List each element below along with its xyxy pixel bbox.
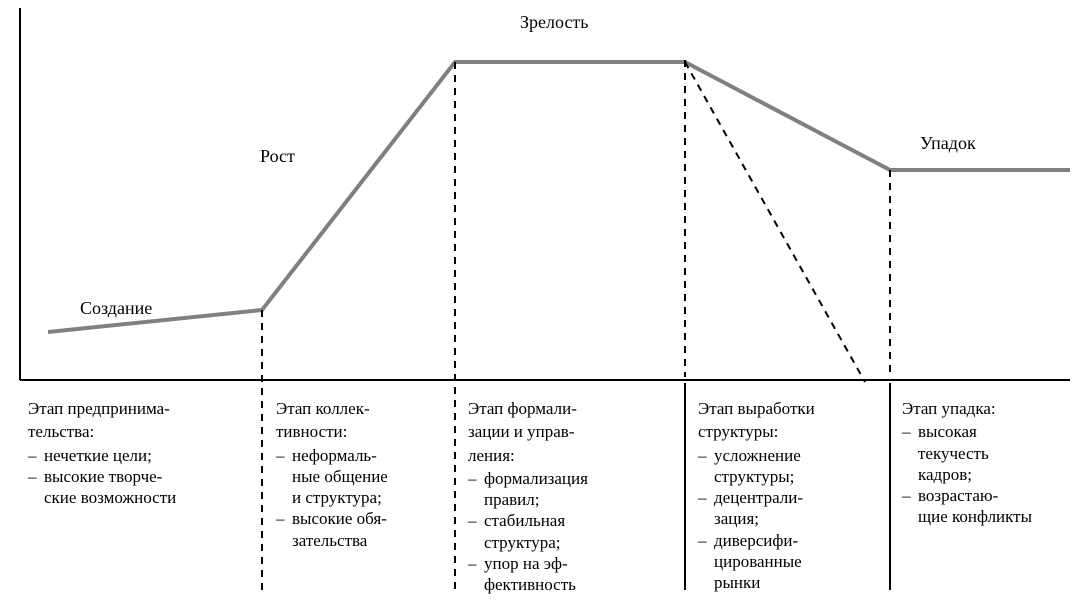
stage-title: Этап выработки bbox=[698, 398, 882, 419]
stage-title: тивности: bbox=[276, 421, 448, 442]
stage-title: тельства: bbox=[28, 421, 252, 442]
stage-title: Этап предпринима- bbox=[28, 398, 252, 419]
stage-bullet: стабильнаяструктура; bbox=[468, 510, 678, 553]
lifecycle-diagram: Создание Рост Зрелость Упадок Этап предприн… bbox=[0, 0, 1078, 601]
stage-title: зации и управ- bbox=[468, 421, 678, 442]
stage-title: Этап коллек- bbox=[276, 398, 448, 419]
stage-bullets: высокаятекучестькадров;возрастаю-щие кон… bbox=[902, 421, 1074, 527]
stage-bullets: нечеткие цели;высокие творче-ские возмож… bbox=[28, 445, 252, 509]
stage-bullets: формализацияправил;стабильнаяструктура;у… bbox=[468, 468, 678, 596]
stage-bullets: усложнениеструктуры;децентрали-зация;див… bbox=[698, 445, 882, 594]
stage-bullet: формализацияправил; bbox=[468, 468, 678, 511]
stage-title: ления: bbox=[468, 445, 678, 466]
stage-bullet: высокаятекучестькадров; bbox=[902, 421, 1074, 485]
curve-label-2: Зрелость bbox=[520, 12, 589, 33]
stage-column-0: Этап предпринима-тельства: нечеткие цели;… bbox=[28, 398, 252, 508]
lifecycle-curve bbox=[48, 62, 1070, 332]
stage-bullet: высокие творче-ские возможности bbox=[28, 466, 252, 509]
stage-column-2: Этап формали-зации и управ-ления:формали… bbox=[468, 398, 678, 595]
curve-label-3: Упадок bbox=[920, 133, 976, 154]
stage-title: Этап формали- bbox=[468, 398, 678, 419]
stage-column-4: Этап упадка:высокаятекучестькадров;возра… bbox=[902, 398, 1074, 528]
stage-bullet: неформаль-ные общениеи структура; bbox=[276, 445, 448, 509]
stage-bullet: децентрали-зация; bbox=[698, 487, 882, 530]
stage-bullet: высокие обя-зательства bbox=[276, 508, 448, 551]
stage-bullets: неформаль-ные общениеи структура;высокие… bbox=[276, 445, 448, 551]
stage-bullet: диверсифи-цированныерынки bbox=[698, 530, 882, 594]
stage-bullet: нечеткие цели; bbox=[28, 445, 252, 466]
curve-label-0: Создание bbox=[80, 298, 152, 319]
stage-title: Этап упадка: bbox=[902, 398, 1074, 419]
stage-column-3: Этап выработкиструктуры: усложнениеструкт… bbox=[698, 398, 882, 593]
stage-bullet: упор на эф-фективность bbox=[468, 553, 678, 596]
stage-column-1: Этап коллек-тивности: неформаль-ные общен… bbox=[276, 398, 448, 551]
stage-bullet: возрастаю-щие конфликты bbox=[902, 485, 1074, 528]
stage-title: структуры: bbox=[698, 421, 882, 442]
curve-label-1: Рост bbox=[260, 146, 295, 167]
stage-bullet: усложнениеструктуры; bbox=[698, 445, 882, 488]
